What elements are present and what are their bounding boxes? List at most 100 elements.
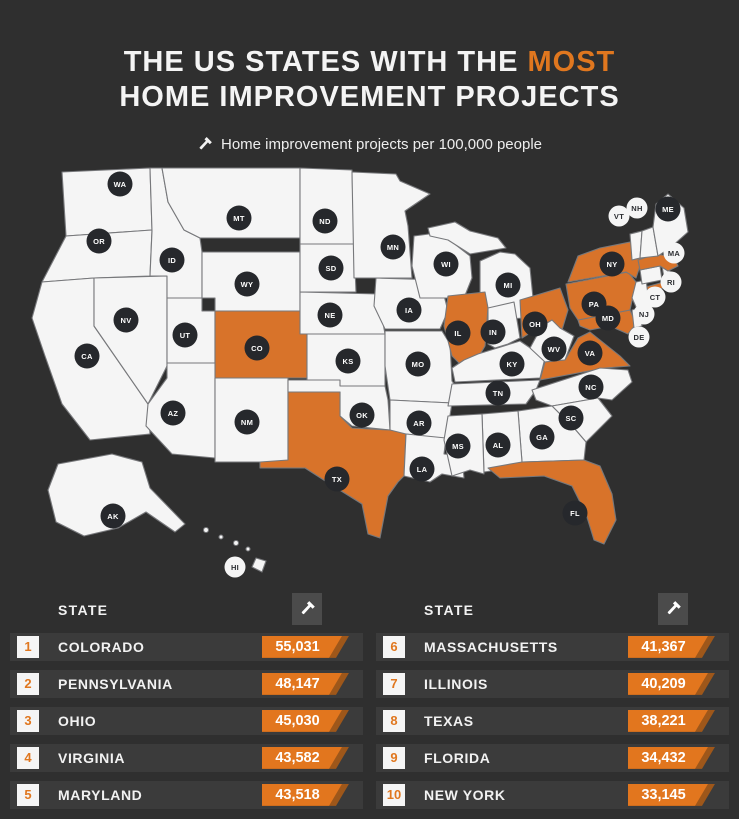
value-text: 43,518 [275, 786, 320, 803]
svg-text:WA: WA [114, 180, 127, 189]
svg-text:SD: SD [325, 264, 336, 273]
value-text: 34,432 [641, 749, 686, 766]
svg-text:CO: CO [251, 344, 263, 353]
state-label-NH: NH [626, 197, 648, 219]
title-line1-white: THE US STATES WITH THE [123, 46, 519, 79]
state-label-WA: WA [107, 171, 133, 197]
value-badge: 45,030 [262, 710, 349, 732]
state-label-CO: CO [244, 335, 270, 361]
state-name: MASSACHUSETTS [424, 638, 558, 655]
hammer-icon [299, 600, 316, 617]
state-label-IN: IN [480, 319, 506, 345]
value-badge-fill [628, 710, 715, 732]
svg-text:ME: ME [662, 205, 674, 214]
svg-text:UT: UT [180, 331, 191, 340]
value-column-header [292, 592, 322, 625]
table-row: 6 MASSACHUSETTS 41,367 [376, 632, 729, 661]
rank-badge: 10 [383, 783, 405, 806]
svg-text:WY: WY [241, 280, 254, 289]
state-label-AL: AL [485, 432, 511, 458]
state-label-MO: MO [405, 351, 431, 377]
us-map: WA OR CA NV ID MT WY UT CO AZ NM ND SD NE KS OK TX MN IA MO… [0, 156, 739, 588]
table-row: 1 COLORADO 55,031 [10, 632, 363, 661]
svg-text:LA: LA [417, 465, 428, 474]
svg-text:CA: CA [81, 352, 93, 361]
state-shape-wa [61, 167, 153, 237]
state-shape-mi-up [427, 221, 507, 255]
svg-text:OK: OK [356, 411, 368, 420]
table-row: 9 FLORIDA 34,432 [376, 743, 729, 772]
state-label-MI: MI [495, 272, 521, 298]
value-badge: 41,367 [628, 636, 715, 658]
svg-text:MA: MA [668, 249, 681, 258]
state-label-MN: MN [380, 234, 406, 260]
svg-text:NJ: NJ [639, 310, 649, 319]
state-column-header: STATE [58, 601, 109, 618]
state-label-GA: GA [529, 424, 555, 450]
svg-text:MT: MT [233, 214, 245, 223]
state-label-ND: ND [312, 208, 338, 234]
svg-text:ND: ND [319, 217, 331, 226]
state-label-CT: CT [644, 286, 666, 308]
value-badge: 33,145 [628, 784, 715, 806]
svg-text:MN: MN [387, 243, 399, 252]
state-name: OHIO [58, 712, 97, 729]
state-label-OR: OR [86, 228, 112, 254]
svg-text:TN: TN [493, 389, 504, 398]
state-label-ID: ID [159, 247, 185, 273]
svg-text:ID: ID [168, 256, 176, 265]
title-line1-accent: MOST [527, 46, 616, 79]
state-label-MA: MA [663, 242, 685, 264]
state-label-DE: DE [628, 326, 650, 348]
value-text: 33,145 [641, 786, 686, 803]
state-label-WI: WI [433, 251, 459, 277]
svg-text:SC: SC [565, 414, 576, 423]
state-label-FL: FL [562, 500, 588, 526]
rank-badge: 3 [17, 709, 39, 732]
rank-badge: 1 [17, 635, 39, 658]
state-label-MS: MS [445, 433, 471, 459]
infographic-root: { "colors":{ "background":"#2F2F2F", "ac… [0, 19, 739, 819]
svg-text:OR: OR [93, 237, 105, 246]
state-shape-hi-island [251, 557, 267, 573]
svg-text:IL: IL [454, 329, 461, 338]
state-label-HI: HI [224, 556, 246, 578]
state-name: ILLINOIS [424, 675, 488, 692]
state-label-NC: NC [578, 374, 604, 400]
state-name: TEXAS [424, 712, 474, 729]
svg-text:RI: RI [667, 278, 675, 287]
subtitle-text: Home improvement projects per 100,000 pe… [220, 135, 542, 153]
state-shape-fl [487, 459, 617, 545]
state-label-NV: NV [113, 307, 139, 333]
table-row: 4 VIRGINIA 43,582 [10, 743, 363, 772]
state-label-SC: SC [558, 405, 584, 431]
svg-text:OH: OH [529, 320, 541, 329]
value-badge: 48,147 [262, 673, 349, 695]
state-label-VA: VA [577, 340, 603, 366]
state-column-header: STATE [424, 601, 475, 618]
state-shape-hi-island [218, 534, 224, 540]
rank-badge: 2 [17, 672, 39, 695]
page-title: THE US STATES WITH THE MOST HOME IMPROVE… [0, 19, 739, 115]
state-name: MARYLAND [58, 786, 143, 803]
value-text: 43,582 [275, 749, 320, 766]
subtitle: Home improvement projects per 100,000 pe… [0, 135, 739, 154]
state-label-IL: IL [445, 320, 471, 346]
state-label-KS: KS [335, 348, 361, 374]
rank-badge: 4 [17, 746, 39, 769]
state-label-IA: IA [396, 297, 422, 323]
state-shape-hi-island [232, 539, 240, 546]
svg-text:MS: MS [452, 442, 464, 451]
title-line2: HOME IMPROVEMENT PROJECTS [119, 81, 620, 114]
svg-text:AK: AK [107, 512, 119, 521]
state-label-WV: WV [541, 336, 567, 362]
svg-text:VT: VT [614, 212, 624, 221]
value-badge: 34,432 [628, 747, 715, 769]
value-text: 45,030 [275, 712, 320, 729]
state-name: PENNSYLVANIA [58, 675, 173, 692]
value-text: 41,367 [641, 638, 686, 655]
state-name: NEW YORK [424, 786, 506, 803]
state-shape-mn [351, 171, 431, 279]
value-column-header [658, 592, 688, 625]
svg-text:NE: NE [324, 311, 335, 320]
